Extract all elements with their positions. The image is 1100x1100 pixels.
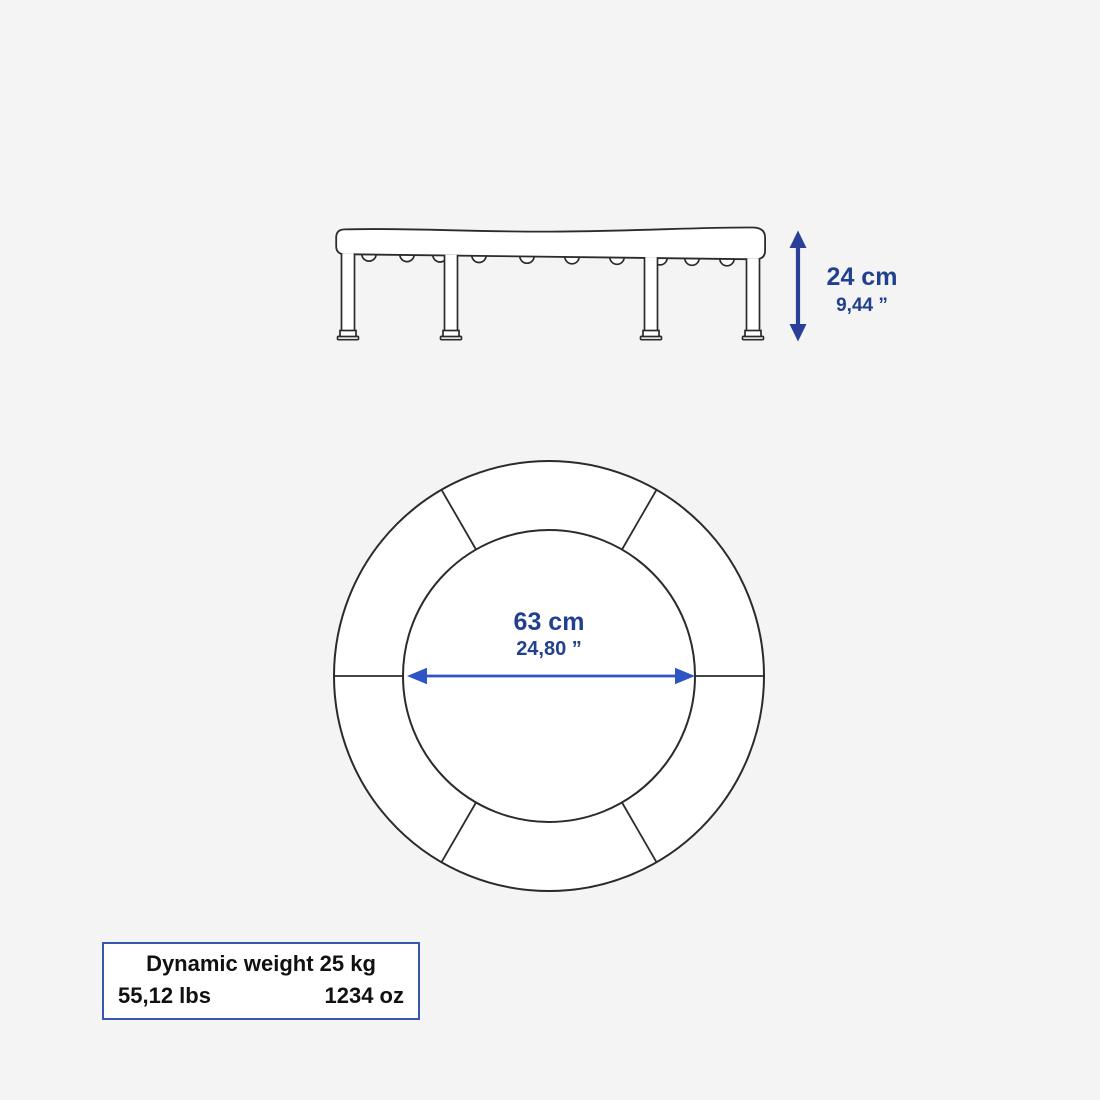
trampoline-side-view — [335, 226, 766, 341]
segment-line — [621, 489, 658, 550]
foot-cap — [442, 329, 460, 338]
trampoline-legs — [340, 253, 761, 332]
weight-ounces-value: 1234 oz — [324, 983, 405, 1008]
height-metric-value: 24 cm — [826, 263, 898, 291]
foot-cap — [744, 329, 762, 338]
weight-title: Dynamic weight 25 kg — [146, 951, 376, 976]
arrow-down-icon — [789, 324, 807, 342]
arrow-left-icon — [407, 667, 427, 685]
ring-segment-lines — [334, 489, 764, 863]
arrow-right-icon — [675, 667, 695, 685]
foot-cap — [642, 329, 660, 338]
weight-spec-box: Dynamic weight 25 kg 55,12 lbs 1234 oz — [102, 942, 420, 1020]
segment-line — [440, 489, 477, 550]
trampoline-feet — [336, 329, 765, 341]
height-imperial-value: 9,44 ” — [836, 295, 888, 316]
diameter-dimension-label: 63 cm 24,80 ” — [449, 607, 649, 662]
trampoline-leg — [443, 254, 459, 332]
height-dimension-arrow — [789, 230, 807, 342]
segment-line — [440, 802, 477, 863]
trampoline-leg — [643, 257, 659, 332]
foot-cap — [339, 329, 357, 338]
trampoline-leg — [340, 253, 356, 332]
height-dimension-label: 24 cm 9,44 ” — [812, 262, 912, 319]
weight-pounds-value: 55,12 lbs — [118, 983, 211, 1008]
frame-band — [335, 226, 766, 261]
diameter-dimension-arrow — [407, 667, 695, 685]
segment-line — [621, 802, 658, 863]
diameter-imperial-value: 24,80 ” — [516, 638, 582, 660]
diameter-metric-value: 63 cm — [513, 608, 585, 636]
arrow-up-icon — [789, 230, 807, 248]
trampoline-leg — [745, 258, 761, 332]
weight-conversions-row: 55,12 lbs 1234 oz — [118, 983, 404, 1009]
